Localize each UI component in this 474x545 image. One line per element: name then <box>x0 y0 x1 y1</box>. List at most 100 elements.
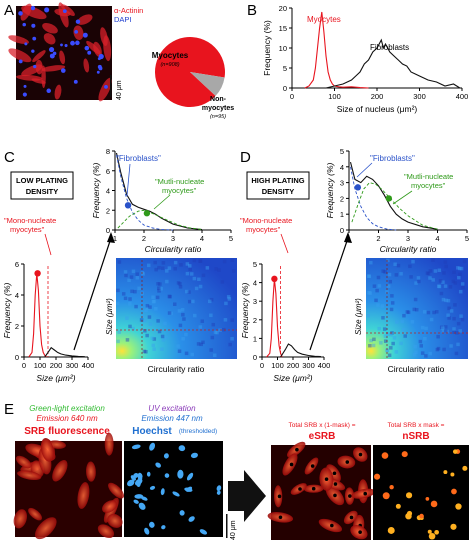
heatmap-cell <box>163 321 167 326</box>
hoechst-nucleus <box>127 479 135 487</box>
series-line-0 <box>28 273 47 358</box>
heatmap-cell <box>152 337 157 341</box>
heatmap-cell <box>198 259 203 263</box>
heatmap-cell <box>157 265 161 270</box>
heatmap-cell <box>426 310 431 315</box>
heatmap-cell <box>414 281 418 285</box>
heatmap-cell <box>455 331 459 335</box>
heatmap-cell <box>429 317 434 322</box>
heatmap-cell <box>222 327 226 332</box>
heatmap-cell <box>167 266 172 270</box>
esrb-nucleus-hole <box>277 494 282 499</box>
nucleus <box>30 5 36 11</box>
heatmap-cell <box>368 343 372 348</box>
heatmap-cell <box>194 286 199 291</box>
srb-cell <box>108 482 125 499</box>
myocyte-cell <box>21 64 43 77</box>
esrb-nucleus-hole <box>310 464 315 468</box>
heatmap-cell <box>185 262 190 266</box>
heatmap-cell <box>383 339 388 343</box>
myocyte-cell <box>32 50 46 63</box>
heatmap-cell <box>386 332 390 336</box>
heatmap-cell <box>386 258 390 263</box>
e-hoechst-title: Hoechst <box>132 426 172 437</box>
heatmap-cell <box>366 314 370 318</box>
hoechst-nucleus <box>146 471 151 477</box>
heatmap-cell <box>173 267 177 271</box>
heatmap-cell <box>154 306 158 311</box>
heatmap-cell <box>414 307 419 312</box>
hoechst-nucleus <box>199 529 208 535</box>
series-marker <box>143 210 151 217</box>
nsrb-nucleus <box>425 497 430 501</box>
heatmap-cell <box>387 353 392 358</box>
heatmap-cell <box>143 329 147 333</box>
x-tick-label: 100 <box>271 361 284 370</box>
hoechst-nucleus <box>188 516 195 522</box>
heatmap-cell <box>228 342 232 347</box>
heatmap-cell <box>198 259 202 263</box>
heatmap-cell <box>146 306 150 310</box>
heatmap-cell <box>449 344 453 348</box>
esrb-cell <box>351 488 376 499</box>
pie-myocytes-count: (n=908) <box>160 62 179 68</box>
chart-d-size: 0 100 200 300 400 0 1 2 3 4 5 Size (μm²) Frequency (… <box>240 260 330 383</box>
heatmap-cell <box>401 327 406 332</box>
heatmap-cell <box>420 351 425 355</box>
heatmap-cell <box>196 342 201 346</box>
heatmap-cell <box>207 299 212 304</box>
b-fibroblasts-legend: Fibroblasts <box>370 43 409 52</box>
heatmap-cell <box>121 292 126 296</box>
heatmap-cell <box>436 346 441 351</box>
heatmap-cell <box>389 346 393 350</box>
series-line-1 <box>350 166 397 231</box>
heatmap-cell <box>209 348 213 352</box>
nsrb-nucleus <box>434 529 439 535</box>
y-tick-label: 0 <box>106 226 110 235</box>
nsrb-nucleus <box>451 488 457 495</box>
esrb-nucleus-hole <box>349 515 354 520</box>
heatmap-cell <box>452 270 456 275</box>
nucleus <box>31 23 36 28</box>
c-fibroblasts-label: "Fibroblasts" <box>116 154 161 163</box>
myocyte-cell <box>60 4 75 17</box>
srb-cell <box>40 437 54 462</box>
hoechst-nucleus <box>133 499 139 504</box>
series-line-0 <box>266 278 283 358</box>
heatmap-cell <box>148 305 152 309</box>
heatmap-cell <box>459 314 463 318</box>
nucleus <box>64 43 68 48</box>
heatmap-cell <box>214 267 218 271</box>
heatmap-cell <box>134 304 138 309</box>
nsrb-nucleus <box>395 503 401 509</box>
d-fibroblasts-label: "Fibroblasts" <box>370 154 415 163</box>
heatmap-cell <box>372 284 377 288</box>
nucleus <box>62 9 67 13</box>
heatmap-cell <box>367 274 372 279</box>
x-tick-label: 0 <box>290 92 294 101</box>
panel-a-label: A <box>4 2 14 19</box>
heatmap-cell <box>128 301 132 306</box>
heatmap-cell <box>432 310 436 315</box>
heatmap-cell <box>441 329 446 333</box>
heatmap-cell <box>402 313 406 318</box>
pie-non-label-2: myocytes <box>202 105 234 112</box>
heatmap-cell <box>157 286 161 290</box>
srb-cell <box>102 500 117 513</box>
heatmap-cell <box>447 316 451 320</box>
x-tick-label: 4 <box>200 234 204 243</box>
esrb-nucleus-hole <box>345 460 350 464</box>
y-axis-label: Frequency (%) <box>91 162 101 218</box>
y-tick-label: 6 <box>15 260 19 269</box>
heatmap-cell <box>151 343 156 348</box>
c-mono-label-2: myocytes" <box>10 225 45 234</box>
panel-e-label: E <box>4 401 14 418</box>
y-tick-label: 20 <box>279 4 287 13</box>
hoechst-nucleus <box>161 525 166 530</box>
heatmap-cell <box>381 316 385 320</box>
heatmap-cell <box>377 284 382 288</box>
stain-dapi-label: DAPI <box>114 15 132 24</box>
heatmap-cell <box>129 275 134 279</box>
x-tick-label: 400 <box>456 92 469 101</box>
